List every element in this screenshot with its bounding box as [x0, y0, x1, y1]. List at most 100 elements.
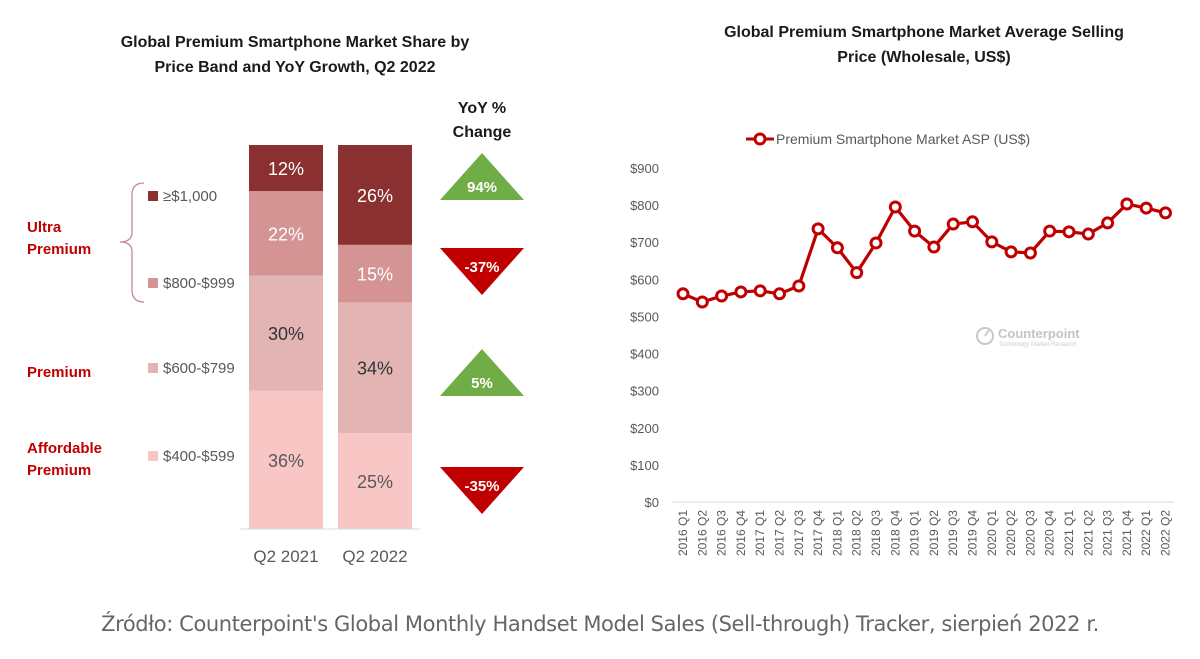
line-legend: Premium Smartphone Market ASP (US$): [746, 131, 1030, 147]
data-point: [1023, 246, 1037, 260]
segment-label: Premium: [27, 364, 91, 381]
yoy-value-label: -35%: [464, 478, 499, 495]
y-tick-label: $600: [630, 272, 659, 287]
watermark: Counterpoint Technology Market Research: [976, 326, 1080, 348]
yoy-value-label: 5%: [471, 375, 493, 392]
data-point: [1081, 227, 1095, 241]
down-triangle-icon: [440, 248, 524, 295]
x-tick-label: 2020 Q4: [1043, 510, 1057, 556]
x-tick-label: 2021 Q4: [1120, 510, 1134, 556]
data-point: [676, 287, 690, 301]
data-point: [927, 240, 941, 254]
asp-line-chart: Global Premium Smartphone Market Average…: [630, 24, 1174, 556]
up-triangle-icon: [440, 153, 524, 200]
segment-label: Ultra: [27, 219, 62, 236]
x-tick-label: 2021 Q3: [1101, 510, 1115, 556]
bar-value-label: 22%: [268, 224, 304, 244]
bar-segment: [338, 433, 412, 529]
data-point: [1120, 197, 1134, 211]
y-tick-label: $400: [630, 347, 659, 362]
down-triangle-icon: [440, 467, 524, 514]
data-point: [946, 217, 960, 231]
x-tick-label: 2018 Q1: [830, 510, 844, 556]
data-point: [792, 279, 806, 293]
y-tick-label: $100: [630, 458, 659, 473]
yoy-header: YoY % Change: [453, 100, 512, 141]
legend-label: $800-$999: [163, 275, 235, 292]
data-point: [850, 266, 864, 280]
x-tick-label: 2017 Q1: [753, 510, 767, 556]
y-tick-label: $800: [630, 198, 659, 213]
x-tick-label: 2016 Q1: [676, 510, 690, 556]
data-point: [869, 236, 883, 250]
x-tick-label: 2021 Q1: [1062, 510, 1076, 556]
x-tick-label: 2020 Q2: [1004, 510, 1018, 556]
data-point: [908, 224, 922, 238]
legend-marker-swatch: [753, 132, 767, 146]
counterpoint-logo-icon: [976, 327, 994, 345]
bar-value-label: 30%: [268, 324, 304, 344]
data-point: [1062, 225, 1076, 239]
bar-segment: [249, 275, 323, 391]
line-chart-title: Global Premium Smartphone Market Average…: [724, 24, 1124, 66]
data-point: [985, 235, 999, 249]
x-tick-label: 2017 Q4: [811, 510, 825, 556]
bar-segment: [249, 390, 323, 529]
x-tick-label: 2020 Q3: [1023, 510, 1037, 556]
ultra-premium-bracket: [119, 182, 145, 303]
data-point: [695, 295, 709, 309]
x-tick-label: 2019 Q2: [927, 510, 941, 556]
up-triangle-icon: [440, 349, 524, 396]
x-tick-label: 2021 Q2: [1081, 510, 1095, 556]
segment-label: Affordable: [27, 440, 102, 457]
bar-segment: [249, 191, 323, 276]
data-point: [966, 215, 979, 229]
data-point: [1159, 206, 1172, 220]
bar-segment: [338, 145, 412, 245]
legend-swatch: [148, 191, 158, 201]
category-label: Q2 2021: [253, 547, 318, 566]
data-point: [888, 200, 902, 214]
x-tick-label: 2022 Q1: [1139, 510, 1153, 556]
yoy-header-line: Change: [453, 124, 512, 141]
watermark-name: Counterpoint: [998, 326, 1080, 341]
bar-value-label: 25%: [357, 472, 393, 492]
bar-value-label: 26%: [357, 186, 393, 206]
data-point: [773, 287, 786, 301]
y-tick-label: $900: [630, 161, 659, 176]
x-tick-label: 2019 Q3: [946, 510, 960, 556]
x-tick-label: 2022 Q2: [1159, 510, 1173, 556]
bar-value-label: 36%: [268, 451, 304, 471]
segment-label: Premium: [27, 462, 91, 479]
y-tick-label: $700: [630, 235, 659, 250]
legend-label: $400-$599: [163, 448, 235, 465]
segment-label: Premium: [27, 241, 91, 258]
yoy-value-label: -37%: [464, 259, 499, 276]
x-tick-label: 2017 Q3: [792, 510, 806, 556]
line-chart-title-line: Global Premium Smartphone Market Average…: [724, 24, 1124, 41]
bar-value-label: 12%: [268, 159, 304, 179]
market-share-chart: Global Premium Smartphone Market Share b…: [27, 34, 524, 566]
data-point: [1004, 245, 1018, 259]
source-caption: Źródło: Counterpoint's Global Monthly Ha…: [101, 612, 1099, 636]
x-tick-label: 2016 Q2: [695, 510, 709, 556]
yoy-value-label: 94%: [467, 179, 497, 196]
x-tick-label: 2016 Q4: [734, 510, 748, 556]
legend-label: $600-$799: [163, 360, 235, 377]
bar-segment: [338, 302, 412, 433]
bar-segment: [338, 244, 412, 303]
bar-segment: [249, 145, 323, 192]
data-point: [830, 241, 844, 255]
data-point: [1139, 201, 1153, 215]
x-tick-label: 2019 Q4: [966, 510, 980, 556]
x-tick-label: 2017 Q2: [773, 510, 787, 556]
y-tick-label: $500: [630, 309, 659, 324]
category-label: Q2 2022: [342, 547, 407, 566]
y-tick-label: $0: [645, 495, 659, 510]
legend-swatch: [148, 278, 158, 288]
x-tick-label: 2019 Q1: [908, 510, 922, 556]
bar-value-label: 34%: [357, 359, 393, 379]
yoy-header-line: YoY %: [458, 100, 506, 117]
counterpoint-logo-needle: [984, 329, 990, 337]
bar-chart-title: Global Premium Smartphone Market Share b…: [121, 34, 470, 76]
